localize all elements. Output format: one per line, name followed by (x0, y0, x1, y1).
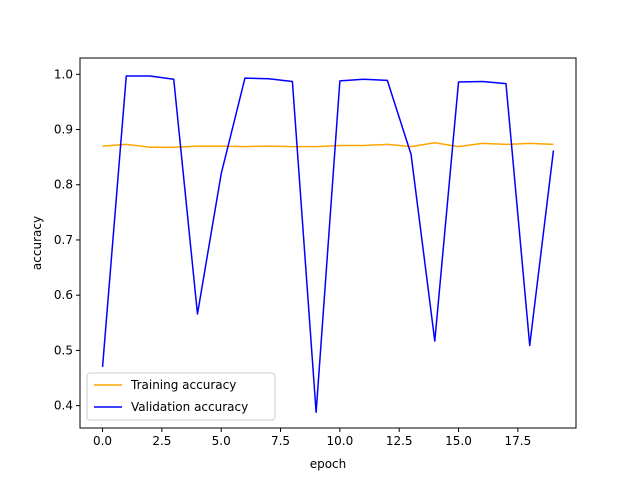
y-tick-label: 1.0 (54, 67, 73, 81)
x-tick-label: 12.5 (386, 434, 413, 448)
x-tick-label: 10.0 (327, 434, 354, 448)
x-tick-label: 17.5 (504, 434, 531, 448)
legend-label-validation: Validation accuracy (131, 400, 248, 414)
legend-label-training: Training accuracy (130, 378, 236, 392)
x-tick-label: 2.5 (152, 434, 171, 448)
x-axis-ticks: 0.0 2.5 5.0 7.5 10.0 12.5 15.0 17.5 (93, 428, 531, 448)
legend-box (86, 372, 276, 421)
y-axis-ticks: 0.4 0.5 0.6 0.7 0.8 0.9 1.0 (54, 67, 80, 413)
legend: Training accuracy Validation accuracy (86, 372, 276, 421)
validation-accuracy-line (101, 75, 555, 414)
plot-frame (79, 57, 577, 429)
y-tick-label: 0.7 (54, 233, 73, 247)
y-tick-label: 0.4 (54, 399, 73, 413)
x-tick-label: 15.0 (445, 434, 472, 448)
x-axis-label: epoch (310, 457, 347, 471)
x-tick-label: 7.5 (271, 434, 290, 448)
x-tick-label: 0.0 (93, 434, 112, 448)
x-tick-label: 5.0 (212, 434, 231, 448)
plot-marks (101, 75, 555, 414)
y-axis-label: accuracy (30, 216, 44, 270)
y-tick-label: 0.6 (54, 288, 73, 302)
y-tick-label: 0.9 (54, 123, 73, 137)
y-tick-label: 0.5 (54, 343, 73, 357)
training-accuracy-line (102, 142, 554, 148)
y-tick-label: 0.8 (54, 178, 73, 192)
